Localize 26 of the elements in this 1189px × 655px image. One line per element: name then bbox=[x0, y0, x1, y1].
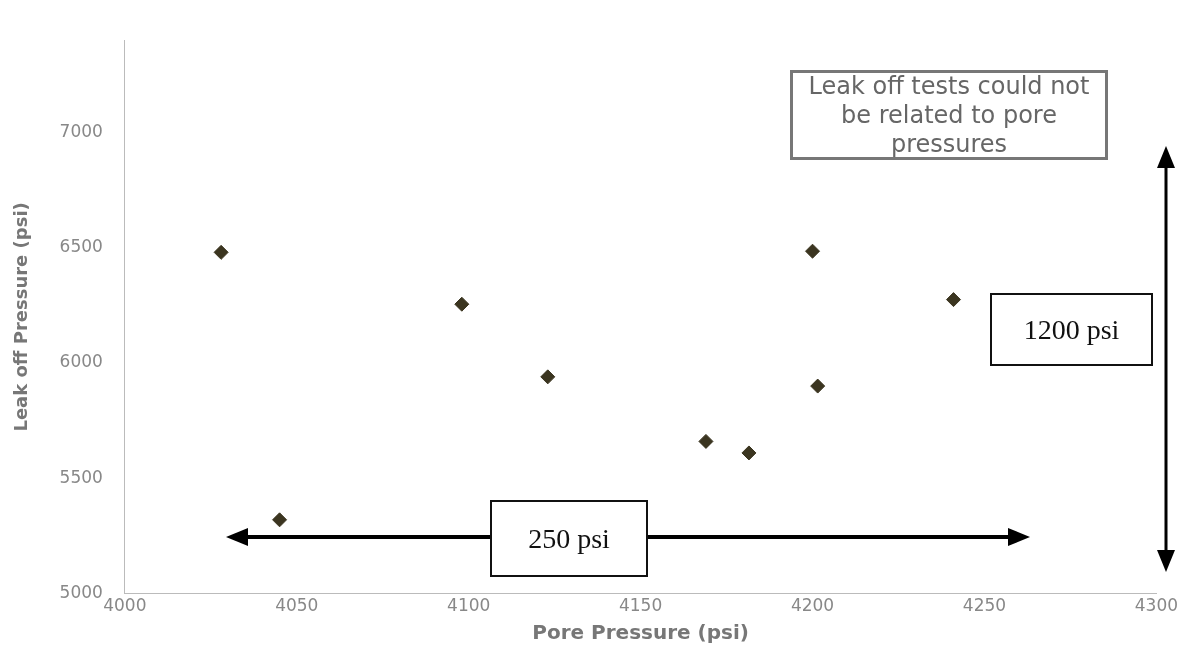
x-tick-label: 4300 bbox=[1134, 595, 1178, 616]
x-tick-label: 4100 bbox=[447, 595, 491, 616]
point bbox=[810, 378, 826, 394]
x-tick-label: 4200 bbox=[790, 595, 835, 616]
x-tick-label: 4050 bbox=[275, 595, 319, 616]
annotation: Leak off tests could not be related to pore pressures bbox=[793, 71, 1105, 159]
point bbox=[805, 243, 821, 259]
point bbox=[741, 445, 757, 461]
point bbox=[454, 296, 470, 312]
point bbox=[272, 512, 288, 528]
y-tick-label: 6500 bbox=[59, 236, 103, 257]
point bbox=[213, 244, 229, 260]
y-tick-label: 5000 bbox=[59, 582, 103, 603]
x-tick-label: 4150 bbox=[618, 595, 663, 616]
y-tick-label: 6000 bbox=[59, 351, 103, 372]
y-axis-title: Leak off Pressure (psi) bbox=[10, 202, 32, 432]
y-tick-label: 5500 bbox=[59, 466, 103, 487]
x-tick-label: 4250 bbox=[962, 595, 1007, 616]
x-axis-title: Pore Pressure (psi) bbox=[532, 620, 749, 645]
x-tick-label: 4000 bbox=[103, 595, 147, 616]
point bbox=[698, 433, 714, 449]
point bbox=[540, 369, 556, 385]
annotation: 1200 psi bbox=[1023, 313, 1120, 347]
y-tick-label: 7000 bbox=[59, 120, 103, 141]
annotation: 250 psi bbox=[528, 522, 610, 556]
point bbox=[946, 292, 962, 308]
